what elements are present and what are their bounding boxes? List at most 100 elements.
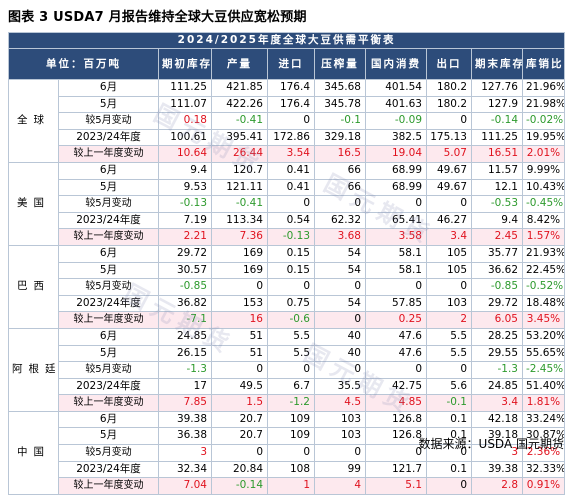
unit-header: 单位：百万吨: [8, 48, 159, 80]
table-cell: 126.8: [365, 427, 427, 446]
table-cell: 16: [211, 311, 268, 329]
table-cell: 0: [426, 195, 472, 213]
table-cell: -0.1: [314, 112, 366, 130]
table-cell: 66: [314, 178, 366, 197]
table-cell: 345.68: [314, 79, 366, 97]
table-cell: 0.18: [158, 112, 212, 130]
table-cell: 0.41: [267, 178, 315, 197]
table-cell: 126.8: [365, 410, 427, 429]
row-label: 2023/24年度: [58, 211, 159, 230]
table-cell: -1.3: [158, 361, 212, 379]
table-row: 全球 6月 111.25 421.85 176.4 345.68 401.54 180.2 12…: [8, 79, 566, 163]
row-label: 较5月变动: [58, 444, 159, 462]
table-cell: 36.62: [471, 261, 523, 280]
table-cell: 153: [211, 294, 268, 313]
table-cell: 24.85: [158, 327, 212, 346]
col-header: 库销比: [521, 48, 566, 80]
table-cell: 2: [426, 311, 472, 329]
table-row: 2023/24年度 100.61 395.41 172.86 329.18 382.5 17…: [9, 128, 566, 147]
col-header: 出口: [426, 48, 472, 80]
table-cell: 36.82: [158, 294, 212, 313]
table-row: 5月 36.38 20.7 109 103 126.8 0.1 39.18 30.87%: [9, 427, 566, 446]
table-row: 较上一年度变动 2.21 7.36 -0.13 3.68 3.58 3.4 2.45 1.57%: [9, 228, 566, 246]
region-label: 巴西: [8, 244, 59, 329]
table-cell: 2.36%: [521, 444, 566, 462]
table-cell: 111.25: [471, 128, 523, 147]
table-cell: 5.5: [426, 327, 472, 346]
table-cell: 9.4: [158, 161, 212, 180]
table-cell: 32.33%: [521, 460, 566, 479]
header-row: 单位：百万吨 期初库存 产量 进口 压榨量 国内消费 出口 期末库存 库销比: [8, 48, 566, 80]
table-cell: 176.4: [267, 95, 315, 114]
table-cell: 6.05: [471, 311, 523, 329]
table-cell: 29.72: [158, 244, 212, 263]
table-cell: 111.25: [158, 79, 212, 97]
table-cell: 16.51: [471, 145, 523, 163]
table-cell: -0.13: [158, 195, 212, 213]
table-row: 5月 111.07 422.26 176.4 345.78 401.63 180.2 127.…: [9, 95, 566, 114]
table-cell: -0.1: [426, 394, 472, 412]
table-cell: 47.6: [365, 327, 427, 346]
row-label: 较5月变动: [58, 278, 159, 296]
table-cell: 51.40%: [521, 377, 566, 396]
table-row: 2023/24年度 36.82 153 0.75 54 57.85 103 29.72 18.4…: [9, 294, 566, 313]
table-cell: 26.15: [158, 344, 212, 363]
table-cell: 329.18: [314, 128, 366, 147]
table-cell: 5.5: [267, 327, 315, 346]
table-cell: 0: [211, 278, 268, 296]
table-cell: -7.1: [158, 311, 212, 329]
table-cell: 30.57: [158, 261, 212, 280]
table-cell: 65.41: [365, 211, 427, 230]
table-row: 巴西 6月 29.72 169 0.15 54 58.1 105 35.77 21.93%: [8, 244, 566, 329]
row-label: 6月: [58, 244, 159, 263]
table-cell: 5.1: [365, 477, 427, 495]
table-row: 5月 30.57 169 0.15 54 58.1 105 36.62 22.45%: [9, 261, 566, 280]
table-cell: 28.25: [471, 327, 523, 346]
table-cell: 42.18: [471, 410, 523, 429]
table-cell: 169: [211, 244, 268, 263]
table-cell: 40: [314, 344, 366, 363]
table-cell: 103: [314, 427, 366, 446]
row-label: 5月: [58, 95, 159, 114]
table-cell: 29.72: [471, 294, 523, 313]
table-cell: 36.38: [158, 427, 212, 446]
table-cell: 175.13: [426, 128, 472, 147]
table-title: 2024/2025年度全球大豆供需平衡表: [7, 32, 566, 49]
table-cell: 127.76: [471, 79, 523, 97]
table-cell: 105: [426, 261, 472, 280]
table-row: 2023/24年度 32.34 20.84 108 99 121.7 0.1 39.38 32.…: [9, 460, 566, 479]
table-cell: 3.58: [365, 228, 427, 246]
table-cell: 35.77: [471, 244, 523, 263]
table-cell: 0.1: [426, 410, 472, 429]
table-cell: 0: [314, 361, 366, 379]
table-cell: -0.53: [471, 195, 523, 213]
table-cell: 12.1: [471, 178, 523, 197]
table-cell: 17: [158, 377, 212, 396]
table-cell: 345.78: [314, 95, 366, 114]
table-cell: 1.81%: [521, 394, 566, 412]
table-cell: 7.04: [158, 477, 212, 495]
table-cell: 0.41: [267, 161, 315, 180]
row-label: 5月: [58, 427, 159, 446]
table-cell: 9.4: [471, 211, 523, 230]
table-cell: -0.41: [211, 195, 268, 213]
table-cell: -1.3: [471, 361, 523, 379]
table-cell: 0: [365, 444, 427, 462]
table-cell: 3.4: [471, 394, 523, 412]
table-cell: 47.6: [365, 344, 427, 363]
table-cell: 99: [314, 460, 366, 479]
table-cell: 120.7: [211, 161, 268, 180]
col-header: 进口: [267, 48, 315, 80]
col-header: 压榨量: [314, 48, 366, 80]
row-label: 较上一年度变动: [58, 228, 159, 246]
table-cell: 111.07: [158, 95, 212, 114]
table-cell: 57.85: [365, 294, 427, 313]
table-row: 美国 6月 9.4 120.7 0.41 66 68.99 49.67 11.57 9.99%: [8, 161, 566, 246]
table-cell: 21.98%: [521, 95, 566, 114]
table-cell: 7.36: [211, 228, 268, 246]
region-label: 美国: [8, 161, 59, 246]
table-row: 5月 26.15 51 5.5 40 47.6 5.5 29.55 55.65%: [9, 344, 566, 363]
table-cell: 109: [267, 427, 315, 446]
table-cell: 0: [426, 361, 472, 379]
table-cell: -1.2: [267, 394, 315, 412]
